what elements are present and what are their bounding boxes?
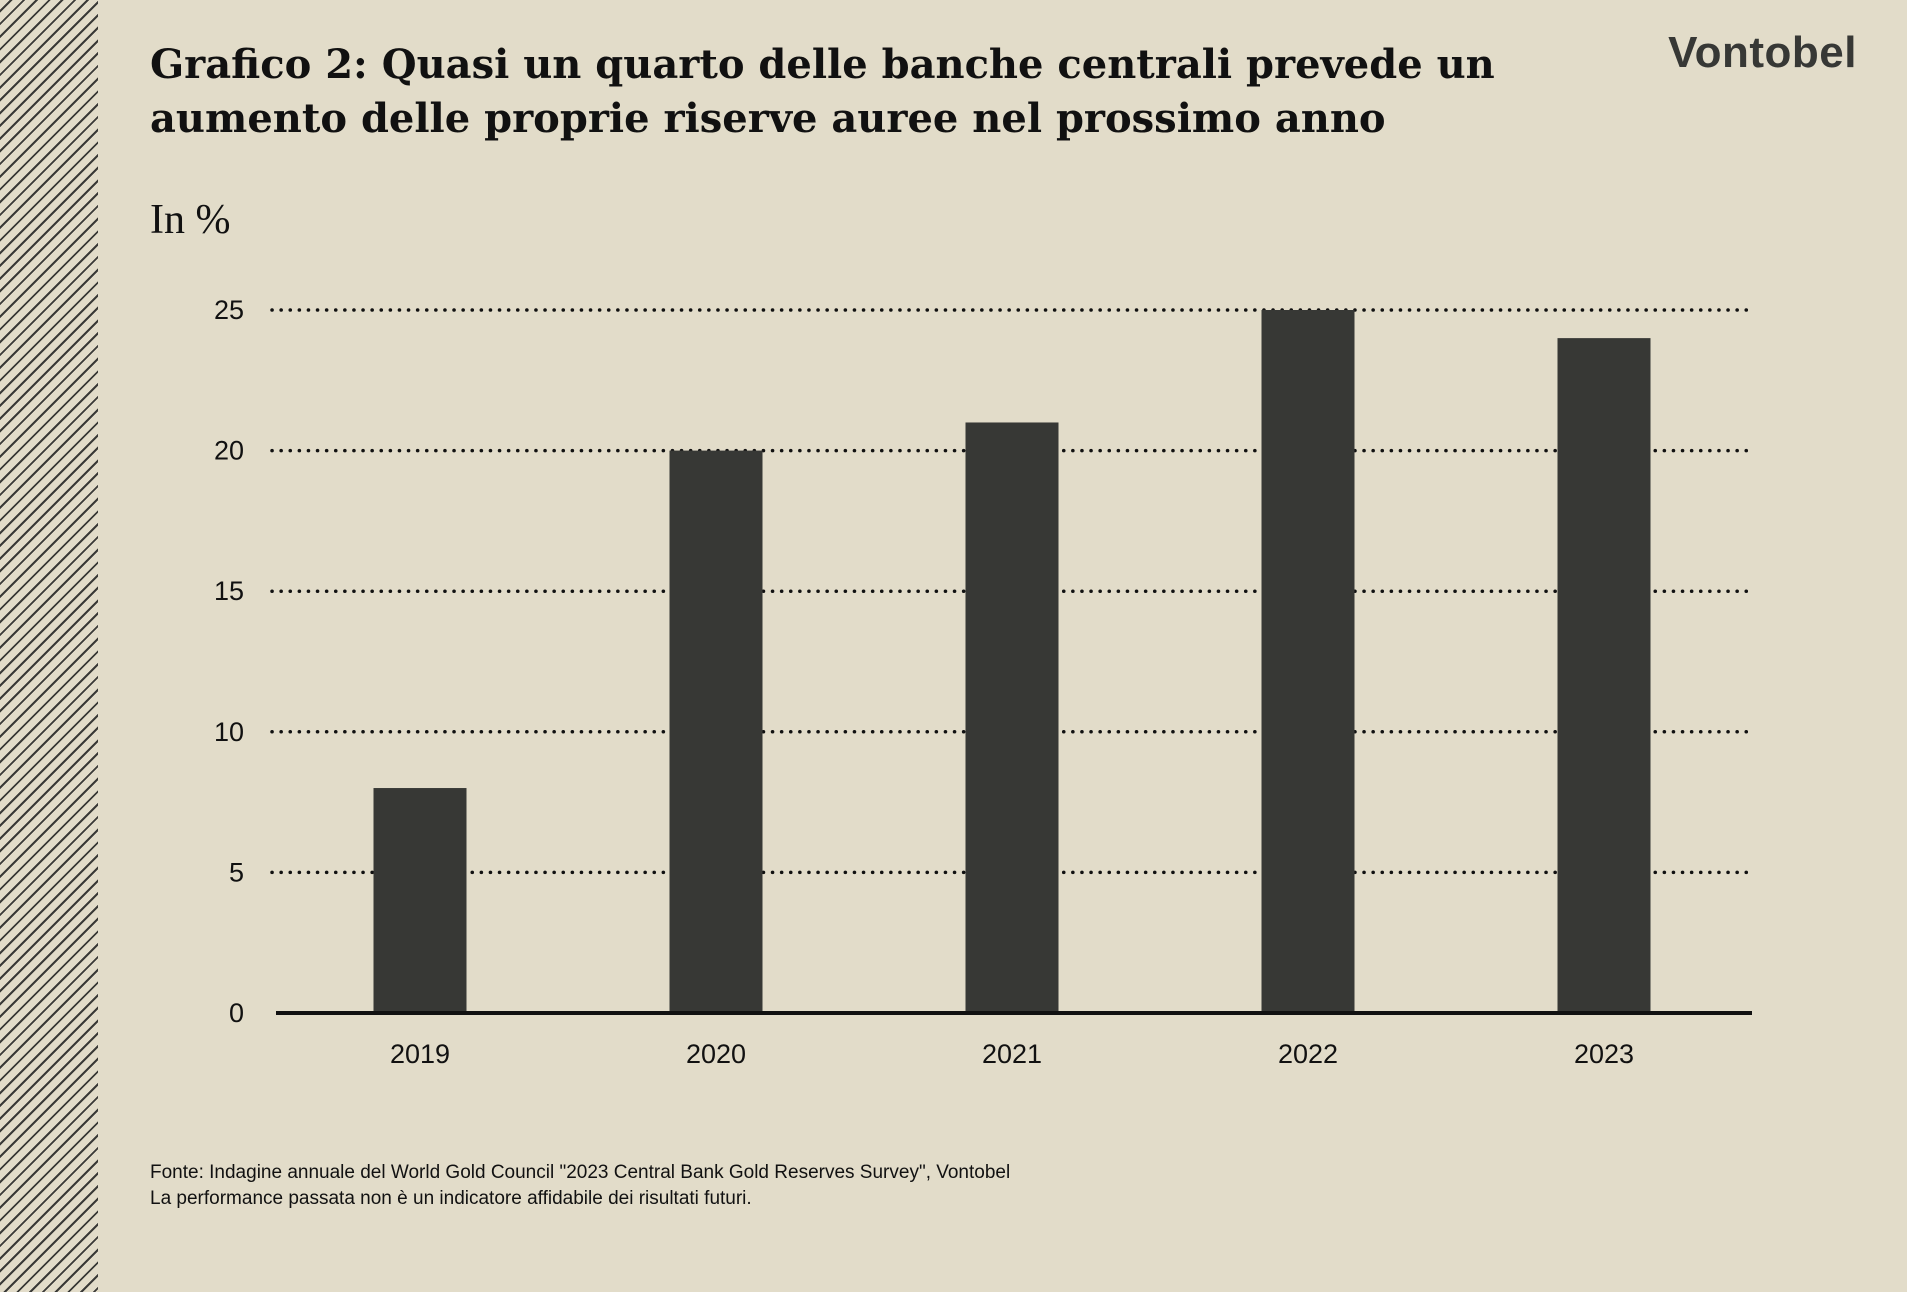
axes: 0 5 10 15 20 25 2019 2020 2021 2022 2023: [214, 295, 1752, 1069]
y-tick-label-20: 20: [214, 436, 244, 466]
bar-2021: [965, 422, 1059, 1014]
x-tick-label-2019: 2019: [390, 1039, 450, 1069]
x-tick-label-2021: 2021: [982, 1039, 1042, 1069]
bar-2019: [373, 788, 467, 1013]
y-tick-label-0: 0: [229, 998, 244, 1028]
source-note: Fonte: Indagine annuale del World Gold C…: [150, 1162, 1011, 1183]
y-tick-label-15: 15: [214, 576, 244, 606]
decorative-stripe: [0, 0, 98, 1292]
vontobel-logo: Vontobel: [1668, 28, 1857, 77]
y-axis-unit-label: In %: [150, 197, 231, 243]
x-tick-label-2020: 2020: [686, 1039, 746, 1069]
bar-2022: [1261, 310, 1355, 1013]
y-tick-label-25: 25: [214, 295, 244, 325]
disclaimer-note: La performance passata non è un indicato…: [150, 1188, 752, 1209]
chart-footer: Fonte: Indagine annuale del World Gold C…: [150, 1160, 1010, 1212]
gridlines: [270, 308, 1754, 875]
x-tick-label-2023: 2023: [1574, 1039, 1634, 1069]
bars: [373, 310, 1651, 1014]
bar-2023: [1557, 338, 1651, 1013]
bar-2020: [669, 450, 763, 1014]
y-tick-label-10: 10: [214, 717, 244, 747]
chart-title: Grafico 2: Quasi un quarto delle banche …: [150, 41, 1495, 142]
y-tick-label-5: 5: [229, 857, 244, 887]
x-tick-label-2022: 2022: [1278, 1039, 1338, 1069]
